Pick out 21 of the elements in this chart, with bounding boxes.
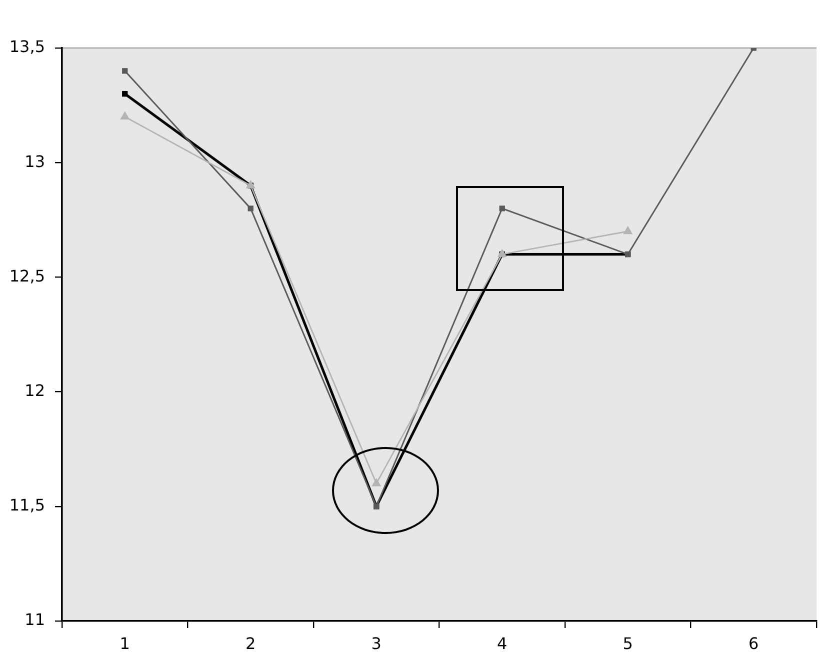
point xyxy=(246,180,256,188)
y-tick-label: 11 xyxy=(24,610,45,630)
x-tick-label: 1 xyxy=(120,634,130,653)
y-tick-label: 11,5 xyxy=(9,496,45,515)
y-tick-label: 12,5 xyxy=(9,266,45,286)
point xyxy=(120,111,130,120)
point xyxy=(248,206,254,212)
x-tick-label: 2 xyxy=(246,634,256,653)
point xyxy=(497,248,507,258)
point xyxy=(122,68,128,74)
x-tick-label: 6 xyxy=(748,634,759,653)
point xyxy=(623,226,633,234)
y-tick-label: 12 xyxy=(24,380,45,400)
point xyxy=(122,91,128,97)
x-tick-label: 4 xyxy=(497,634,508,653)
point xyxy=(499,206,505,212)
y-tick-label: 13,5 xyxy=(9,37,45,56)
y-tick-label: 13 xyxy=(24,152,45,171)
x-tick-label: 5 xyxy=(622,634,633,653)
point xyxy=(372,478,382,486)
x-tick-label: 3 xyxy=(371,634,382,653)
